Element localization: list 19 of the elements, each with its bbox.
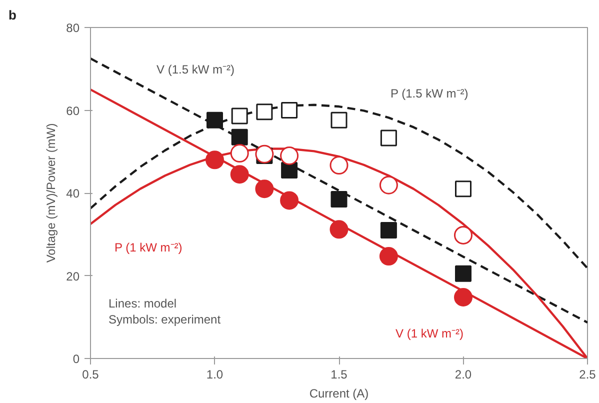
y-tick-label: 80 [66, 21, 80, 35]
x-tick-label: 2.5 [579, 368, 596, 382]
y-tick-label: 20 [66, 269, 80, 284]
annotation: V (1 kW m⁻²) [396, 326, 464, 340]
text: b [8, 8, 16, 22]
x-tick-label: 0.5 [82, 368, 100, 382]
annotation: V (1.5 kW m⁻²) [156, 62, 234, 76]
annotation: P (1 kW m⁻²) [114, 240, 182, 254]
annotation: Lines: model [108, 296, 177, 310]
annotation: P (1.5 kW m⁻²) [390, 86, 468, 100]
y-axis-title: Voltage (mV)/Power (mW) [44, 123, 58, 263]
y-tick-label: 40 [66, 186, 80, 200]
y-tick-label: 60 [66, 104, 80, 118]
y-tick-label: 0 [72, 352, 80, 366]
x-tick-label: 1.5 [330, 368, 348, 382]
x-tick-label: 2.0 [454, 368, 472, 382]
x-tick-label: 1.0 [206, 368, 224, 382]
annotation: Symbols: experiment [108, 312, 222, 326]
x-axis-title: Current (A) [309, 386, 369, 400]
